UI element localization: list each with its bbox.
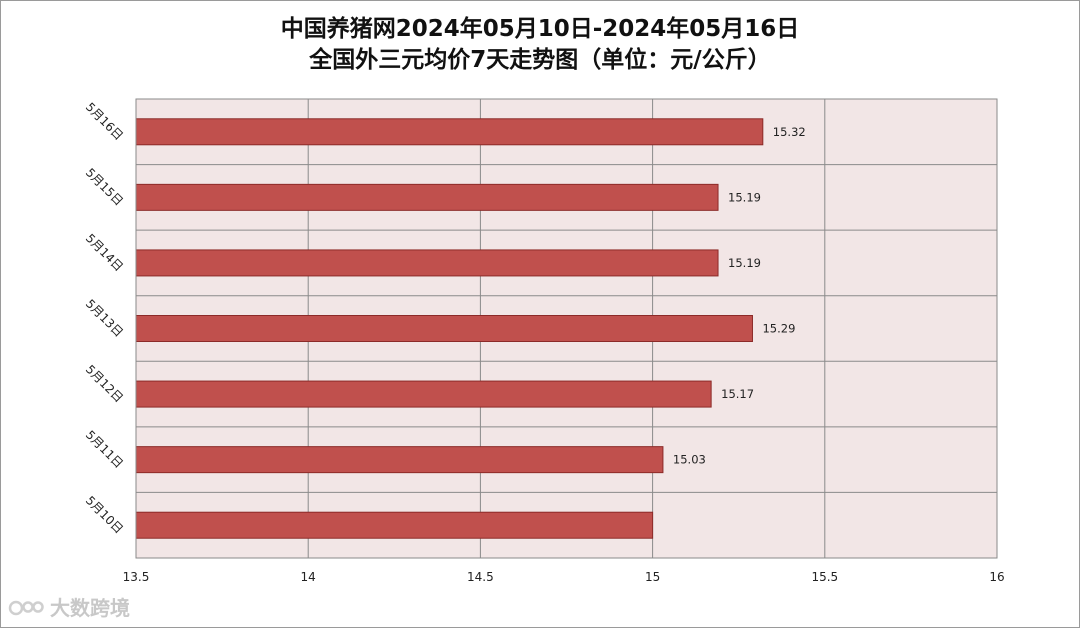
bar [135,511,654,539]
data-label: 15.19 [728,190,761,204]
category-label: 5月12日 [83,362,126,405]
category-label: 5月10日 [83,493,126,536]
category-label: 5月13日 [83,297,126,340]
bar [135,249,719,277]
bar [135,315,753,342]
watermark-text: 大数跨境 [50,596,130,620]
x-tick-label: 14.5 [467,570,494,584]
watermark: 大数跨境 [8,592,130,621]
bar [135,446,664,474]
bar [135,183,719,211]
bar [135,118,764,146]
chart-title: 中国养猪网2024年05月10日-2024年05月16日 全国外三元均价7天走势… [0,14,1080,76]
x-tick-label: 15.5 [811,570,838,584]
x-tick-label: 15 [645,570,660,584]
data-label: 15.19 [728,256,761,270]
data-label: 15.17 [721,387,754,401]
category-label: 5月15日 [83,165,126,208]
data-label: 15.03 [673,453,706,467]
data-label: 15.32 [773,125,806,139]
x-tick-label: 16 [989,570,1004,584]
x-tick-label: 14 [301,570,316,584]
category-label: 5月11日 [83,428,126,471]
plot-border [135,98,998,559]
chart-title-line-1: 中国养猪网2024年05月10日-2024年05月16日 [280,16,800,42]
bar [135,380,712,408]
x-tick-label: 13.5 [123,570,150,584]
category-label: 5月14日 [83,231,126,274]
data-label: 15.29 [762,322,795,336]
logo-icon [8,600,44,615]
category-label: 5月16日 [83,100,126,143]
chart-title-line-2: 全国外三元均价7天走势图（单位：元/公斤） [309,47,771,73]
